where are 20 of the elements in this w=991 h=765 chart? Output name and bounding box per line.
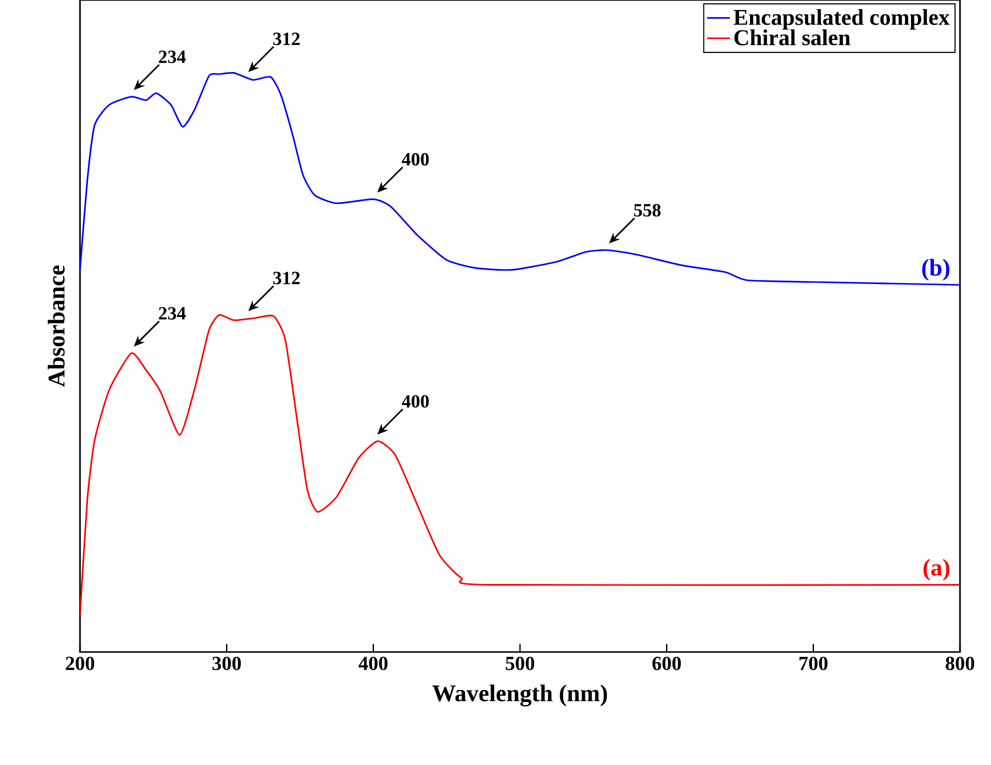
annotation: 400	[402, 395, 429, 408]
x-axis-title: Wavelength (nm)	[432, 684, 607, 706]
annotation: 558	[634, 204, 661, 217]
annotation: 234	[158, 50, 186, 64]
x-tick-label: 200	[66, 656, 94, 670]
annotation: (b)	[922, 258, 950, 281]
legend-label: Chiral salen	[734, 29, 850, 46]
x-tick-label: 300	[212, 656, 241, 670]
x-tick-label: 400	[358, 656, 388, 670]
legend-label: Encapsulated complex	[734, 9, 950, 30]
x-tick-label: 600	[652, 656, 681, 670]
annotation: 234	[158, 307, 186, 320]
annotation: 312	[273, 272, 300, 284]
annotation: 400	[402, 153, 429, 166]
annotation: (a)	[924, 558, 950, 581]
x-tick-label: 800	[946, 656, 974, 670]
y-axis-title: Absorbance	[48, 266, 65, 387]
annotation: 312	[273, 32, 300, 46]
x-tick-label: 500	[506, 656, 534, 670]
x-tick-label: 700	[800, 656, 828, 670]
